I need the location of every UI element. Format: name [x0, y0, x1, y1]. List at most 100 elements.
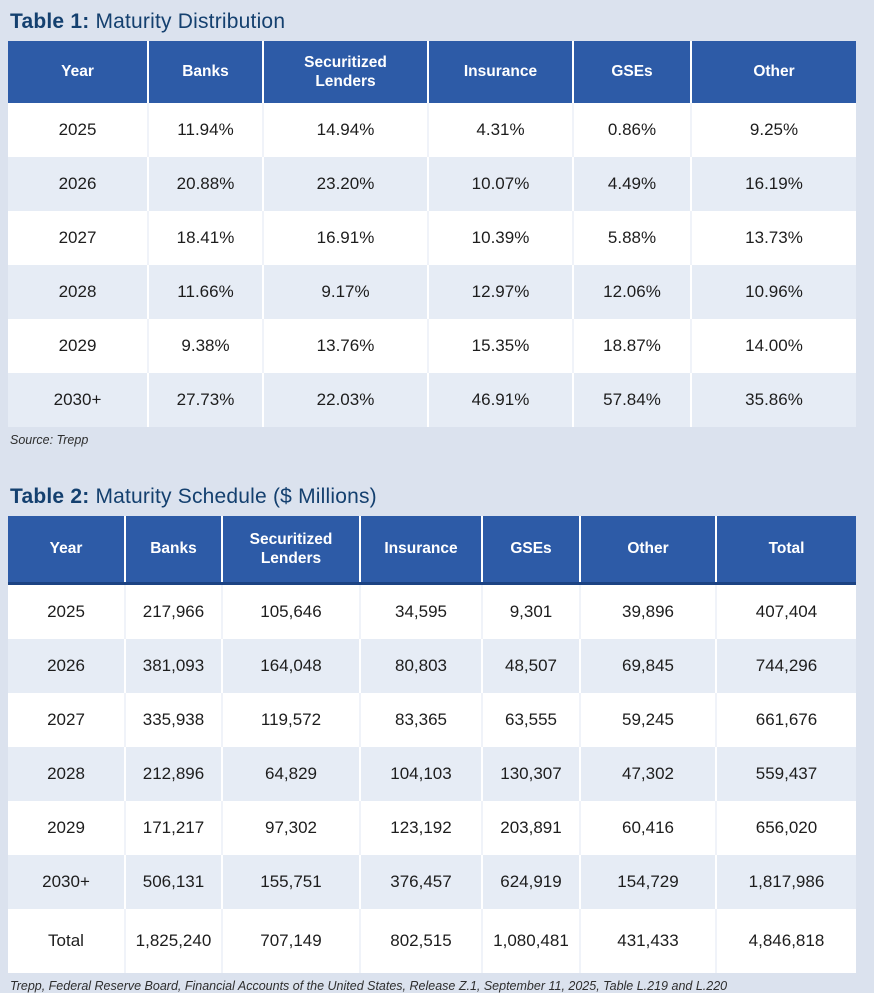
- year-cell: 2025: [8, 103, 149, 157]
- table-row: 2026 20.88% 23.20% 10.07% 4.49% 16.19%: [8, 157, 856, 211]
- value-cell: 97,302: [222, 801, 361, 855]
- table2-title-text: Maturity Schedule ($ Millions): [89, 485, 377, 508]
- year-cell: 2029: [8, 319, 149, 373]
- value-cell: 47,302: [580, 747, 717, 801]
- maturity-schedule-table: Year Banks Securitized Lenders Insurance GSE…: [8, 516, 856, 973]
- table-row: 2029 9.38% 13.76% 15.35% 18.87% 14.00%: [8, 319, 856, 373]
- value-cell: 154,729: [580, 855, 717, 909]
- value-cell: 60,416: [580, 801, 717, 855]
- year-cell: 2027: [8, 211, 149, 265]
- value-cell: 431,433: [580, 909, 717, 973]
- value-cell: 69,845: [580, 639, 717, 693]
- column-header-other: Other: [691, 41, 856, 103]
- value-cell: 4,846,818: [748, 931, 825, 950]
- value-cell: 11.66%: [148, 265, 264, 319]
- value-cell: 12.97%: [428, 265, 574, 319]
- value-cell: 59,245: [580, 693, 717, 747]
- value-cell: 15.35%: [428, 319, 574, 373]
- table2-title: Table 2: Maturity Schedule ($ Millions): [10, 485, 856, 509]
- table1-title: Table 1: Maturity Distribution: [10, 10, 856, 34]
- value-cell: 656,020: [755, 818, 818, 837]
- value-cell: 559,437: [755, 764, 818, 783]
- value-cell: 203,891: [482, 801, 581, 855]
- value-cell: 18.41%: [148, 211, 264, 265]
- value-cell: 130,307: [482, 747, 581, 801]
- table-row: 2027 335,938 119,572 83,365 63,555 59,245 661,…: [8, 693, 856, 747]
- year-cell: 2028: [8, 265, 149, 319]
- value-cell: 9.17%: [263, 265, 429, 319]
- table-row: 2027 18.41% 16.91% 10.39% 5.88% 13.73%: [8, 211, 856, 265]
- value-cell: 11.94%: [148, 103, 264, 157]
- value-cell: 407,404: [755, 602, 818, 621]
- value-cell: 744,296: [755, 656, 818, 675]
- value-cell: 9,301: [482, 583, 581, 639]
- table-row: 2029 171,217 97,302 123,192 203,891 60,416 656…: [8, 801, 856, 855]
- value-cell: 9.38%: [148, 319, 264, 373]
- table2-source-note: Trepp, Federal Reserve Board, Financial …: [10, 979, 728, 993]
- value-cell: 105,646: [222, 583, 361, 639]
- value-cell: 80,803: [360, 639, 483, 693]
- table-row: 2028 11.66% 9.17% 12.97% 12.06% 10.96%: [8, 265, 856, 319]
- table2-title-prefix: Table 2:: [10, 485, 90, 508]
- maturity-distribution-table: Year Banks Securitized Lenders Insurance GSE…: [8, 41, 856, 427]
- table1-title-text: Maturity Distribution: [89, 10, 286, 33]
- value-cell: 12.06%: [573, 265, 692, 319]
- value-cell: 23.20%: [263, 157, 429, 211]
- column-header-insurance: Insurance: [428, 41, 574, 103]
- value-cell: 506,131: [125, 855, 223, 909]
- year-cell: 2029: [8, 801, 126, 855]
- value-cell: 624,919: [482, 855, 581, 909]
- value-cell: 48,507: [482, 639, 581, 693]
- year-cell: 2030+: [8, 373, 149, 427]
- value-cell: 16.91%: [263, 211, 429, 265]
- value-cell: 171,217: [125, 801, 223, 855]
- value-cell: 13.73%: [745, 228, 803, 247]
- value-cell: 18.87%: [573, 319, 692, 373]
- value-cell: 46.91%: [428, 373, 574, 427]
- value-cell: 10.96%: [745, 282, 803, 301]
- value-cell: 9.25%: [749, 120, 799, 139]
- column-header-banks: Banks: [125, 516, 223, 585]
- value-cell: 0.86%: [573, 103, 692, 157]
- value-cell: 212,896: [125, 747, 223, 801]
- table-row: 2025 11.94% 14.94% 4.31% 0.86% 9.25%: [8, 103, 856, 157]
- header-row: Year Banks Securitized Lenders Insurance GSE…: [8, 41, 856, 103]
- column-header-gses: GSEs: [482, 516, 581, 585]
- value-cell: 335,938: [125, 693, 223, 747]
- value-cell: 27.73%: [148, 373, 264, 427]
- year-cell: Total: [8, 909, 126, 973]
- value-cell: 22.03%: [263, 373, 429, 427]
- year-cell: 2026: [8, 639, 126, 693]
- value-cell: 10.39%: [428, 211, 574, 265]
- value-cell: 104,103: [360, 747, 483, 801]
- value-cell: 20.88%: [148, 157, 264, 211]
- value-cell: 802,515: [360, 909, 483, 973]
- column-header-total: Total: [716, 516, 856, 585]
- column-header-other: Other: [580, 516, 717, 585]
- value-cell: 661,676: [755, 710, 818, 729]
- column-header-year: Year: [8, 41, 149, 103]
- table-row: 2025 217,966 105,646 34,595 9,301 39,896 407,4…: [8, 583, 856, 639]
- year-cell: 2028: [8, 747, 126, 801]
- table-row: 2026 381,093 164,048 80,803 48,507 69,845 744,…: [8, 639, 856, 693]
- column-header-year: Year: [8, 516, 126, 585]
- value-cell: 16.19%: [745, 174, 803, 193]
- column-header-banks: Banks: [148, 41, 264, 103]
- year-cell: 2025: [8, 583, 126, 639]
- year-cell: 2030+: [8, 855, 126, 909]
- table-row: 2030+ 27.73% 22.03% 46.91% 57.84% 35.86%: [8, 373, 856, 427]
- value-cell: 5.88%: [573, 211, 692, 265]
- total-row: Total 1,825,240 707,149 802,515 1,080,481 431…: [8, 909, 856, 973]
- value-cell: 83,365: [360, 693, 483, 747]
- table-row: 2030+ 506,131 155,751 376,457 624,919 154,729…: [8, 855, 856, 909]
- value-cell: 381,093: [125, 639, 223, 693]
- value-cell: 123,192: [360, 801, 483, 855]
- column-header-securitized-lenders: Securitized Lenders: [263, 41, 429, 103]
- value-cell: 57.84%: [573, 373, 692, 427]
- value-cell: 707,149: [222, 909, 361, 973]
- value-cell: 35.86%: [745, 390, 803, 409]
- table1-title-prefix: Table 1:: [10, 10, 90, 33]
- value-cell: 217,966: [125, 583, 223, 639]
- value-cell: 10.07%: [428, 157, 574, 211]
